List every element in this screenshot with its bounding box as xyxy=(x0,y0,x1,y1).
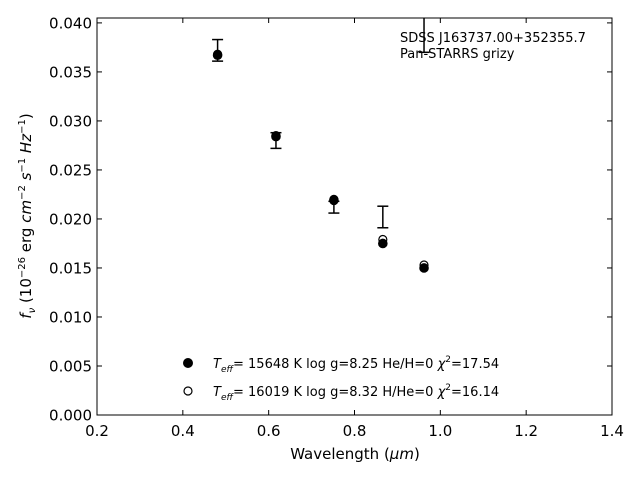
y-axis-title: fν (10−26 erg cm−2 s−1 Hz−1) xyxy=(17,113,38,318)
x-tick-label: 0.2 xyxy=(85,422,109,440)
legend: Teff= 15648 K log g=8.25 He/H=0 χ2=17.54… xyxy=(183,355,499,403)
plot-area: 0.2 0.4 0.6 0.8 1.0 1.2 1.4 0.000 0.005 0.010 0.01… xyxy=(49,14,624,440)
y-tick-label: 0.020 xyxy=(49,210,92,228)
model-point-he-h xyxy=(419,263,429,273)
legend-label-h-he: Teff= 16019 K log g=8.32 H/He=0 χ2=16.14 xyxy=(213,383,499,403)
plot-frame xyxy=(96,17,613,416)
model-point-he-h xyxy=(378,238,388,249)
model-point-he-h xyxy=(212,50,223,61)
y-tick-label: 0.040 xyxy=(49,14,92,32)
x-tick-label: 1.2 xyxy=(514,422,538,440)
y-tick-label: 0.005 xyxy=(49,357,92,375)
model-point-he-h xyxy=(271,131,281,142)
y-tick-label: 0.000 xyxy=(49,407,92,425)
annotation-survey: Pan-STARRS grizy xyxy=(400,47,515,62)
legend-marker-filled xyxy=(183,358,193,368)
x-tick-label: 0.6 xyxy=(257,422,281,440)
observed-errorbar xyxy=(418,18,430,54)
legend-marker-open xyxy=(183,386,193,396)
annotation-object-name: SDSS J163737.00+352355.7 xyxy=(400,31,586,46)
y-tick-label: 0.010 xyxy=(49,308,92,326)
legend-label-he-h: Teff= 15648 K log g=8.25 He/H=0 χ2=17.54 xyxy=(213,355,499,375)
x-tick-label: 0.8 xyxy=(343,422,367,440)
x-tick-label: 0.4 xyxy=(171,422,195,440)
x-axis-title: Wavelength (μm) xyxy=(290,445,420,463)
y-tick-label: 0.035 xyxy=(49,63,92,81)
y-tick-label: 0.030 xyxy=(49,112,92,130)
y-tick-label: 0.015 xyxy=(49,259,92,277)
data-marks xyxy=(212,18,430,273)
observed-errorbar xyxy=(377,205,389,229)
y-tick-label: 0.025 xyxy=(49,161,92,179)
x-tick-label: 1.0 xyxy=(428,422,452,440)
x-tick-label: 1.4 xyxy=(600,422,624,440)
model-point-he-h xyxy=(329,195,339,206)
